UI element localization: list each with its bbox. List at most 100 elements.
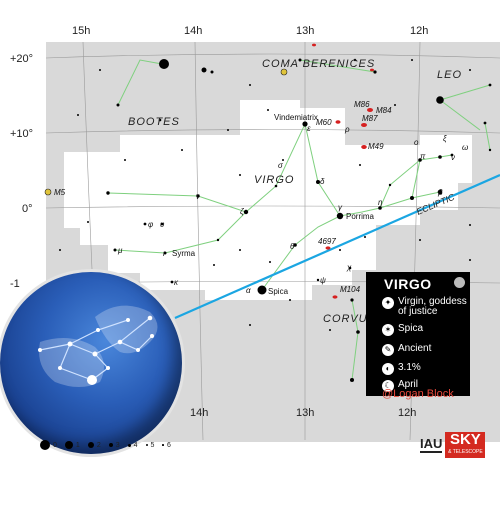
mag-6: 6: [162, 442, 171, 449]
corvus-area: [312, 285, 366, 400]
ra-label-12h: 12h: [410, 25, 428, 37]
publisher-logos: IAU SKY & TELESCOPE: [420, 432, 486, 458]
info-origin-text: Ancient: [398, 343, 432, 354]
name-porrima: Porrima: [346, 212, 375, 221]
dec-label-plus20: +20°: [10, 53, 33, 65]
mag-5: 5: [145, 442, 154, 449]
label-m60: M60: [316, 118, 332, 127]
virgo-boundary: [64, 100, 472, 300]
label-m84: M84: [376, 106, 392, 115]
ra-label-15h: 15h: [72, 25, 90, 37]
magnitude-legend: 0 1 2 3 4 5 6: [40, 438, 171, 452]
ra-label-14h-bottom: 14h: [190, 407, 208, 419]
star-porrima: [336, 212, 344, 220]
label-bootes: BOOTES: [128, 116, 180, 128]
greek-upsilon: υ: [160, 220, 165, 229]
star-arcturus: [159, 59, 169, 69]
ra-label-14h: 14h: [184, 25, 202, 37]
info-row-brightest-star: ✶ Spica: [382, 324, 423, 336]
greek-omicron: ο: [414, 138, 419, 147]
star-denebola: [436, 96, 444, 104]
galaxy-m60: [335, 120, 341, 124]
name-syrma: Syrma: [172, 249, 196, 258]
label-m86: M86: [354, 100, 370, 109]
greek-delta: δ: [320, 177, 325, 186]
cluster-m5: [44, 188, 52, 196]
mag-2: 2: [87, 442, 101, 449]
info-row-meaning: ✦ Virgin, goddess of justice: [382, 297, 468, 317]
info-row-area: ◐ 3.1%: [382, 363, 421, 375]
greek-phi: φ: [148, 220, 153, 229]
mag-4: 4: [127, 442, 138, 449]
greek-omega: ω: [462, 143, 468, 152]
watermark: @Logan Block: [382, 388, 454, 400]
galaxy-m49: [361, 145, 367, 149]
greek-gamma: γ: [338, 203, 343, 212]
meaning-icon: ✦: [382, 297, 394, 309]
label-m5: M5: [54, 188, 66, 197]
label-corvus: CORVU: [323, 313, 368, 325]
planet-logo-icon: [454, 277, 465, 288]
greek-tau: τ: [196, 192, 200, 201]
galaxy-m86: [367, 108, 373, 112]
star-vindemiatrix: [302, 121, 308, 127]
brightest-star-icon: ✶: [382, 324, 394, 336]
greek-rho: ρ: [344, 125, 350, 134]
greek-iota: ι: [163, 249, 165, 258]
galaxy-m104: [332, 295, 338, 299]
greek-nu: ν: [451, 153, 455, 162]
info-area-text: 3.1%: [398, 362, 421, 373]
mag-1: 1: [64, 441, 80, 449]
greek-chi: χ: [346, 263, 352, 272]
greek-psi: ψ: [320, 276, 326, 285]
label-virgo: VIRGO: [254, 174, 294, 186]
galaxy-m87: [361, 123, 367, 127]
greek-zeta: ζ: [240, 207, 245, 216]
best-month-icon: ☾: [382, 380, 394, 392]
info-title: VIRGO: [384, 276, 432, 292]
ecliptic-line: [174, 173, 500, 320]
stars: [59, 58, 492, 382]
ra-label-13h-bottom: 13h: [296, 407, 314, 419]
greek-pi: π: [420, 152, 426, 161]
sky-area-icon: ◐: [382, 363, 394, 375]
name-spica: Spica: [268, 287, 289, 296]
greek-xi: ξ: [443, 134, 447, 143]
info-row-origin: ✎ Ancient: [382, 344, 431, 356]
greek-beta: β: [437, 188, 443, 197]
dec-label-zero: 0°: [22, 203, 33, 215]
mag-0: 0: [40, 440, 57, 450]
label-m49: M49: [368, 142, 384, 151]
info-star-text: Spica: [398, 323, 424, 334]
greek-epsilon: ε: [307, 124, 311, 133]
mag-3: 3: [108, 442, 120, 449]
info-month-text: April: [398, 379, 419, 390]
galaxy-4697: [325, 246, 331, 250]
star-spica: [257, 285, 267, 295]
ra-label-13h: 13h: [296, 25, 314, 37]
deep-sky-objects: [312, 43, 374, 299]
greek-kappa: κ: [174, 278, 179, 287]
iau-logo: IAU: [420, 436, 443, 453]
label-coma-berenices: COMA BERENICES: [262, 58, 375, 70]
dec-label-minus10: -1: [10, 278, 20, 290]
greek-mu: μ: [117, 246, 123, 255]
label-m87: M87: [362, 114, 378, 123]
greek-sigma: σ: [278, 161, 284, 170]
sky-telescope-logo: SKY & TELESCOPE: [445, 432, 486, 458]
origin-icon: ✎: [382, 344, 394, 356]
dec-label-plus10: +10°: [10, 128, 33, 140]
globe-inset: [0, 272, 182, 454]
globe-constellation-art: [38, 305, 158, 387]
greek-eta: η: [378, 198, 383, 207]
label-leo: LEO: [437, 69, 462, 81]
greek-theta: θ: [290, 242, 295, 251]
info-meaning-text: Virgin, goddess of justice: [398, 296, 467, 317]
label-4697: 4697: [318, 237, 336, 246]
name-vindemiatrix: Vindemiatrix: [274, 113, 318, 122]
info-row-month: ☾ April: [382, 380, 418, 392]
label-m104: M104: [340, 285, 361, 294]
greek-alpha: α: [246, 286, 251, 295]
constellation-info-box: VIRGO ✦ Virgin, goddess of justice ✶ Spi…: [366, 272, 470, 400]
cluster-m53: [280, 68, 288, 76]
